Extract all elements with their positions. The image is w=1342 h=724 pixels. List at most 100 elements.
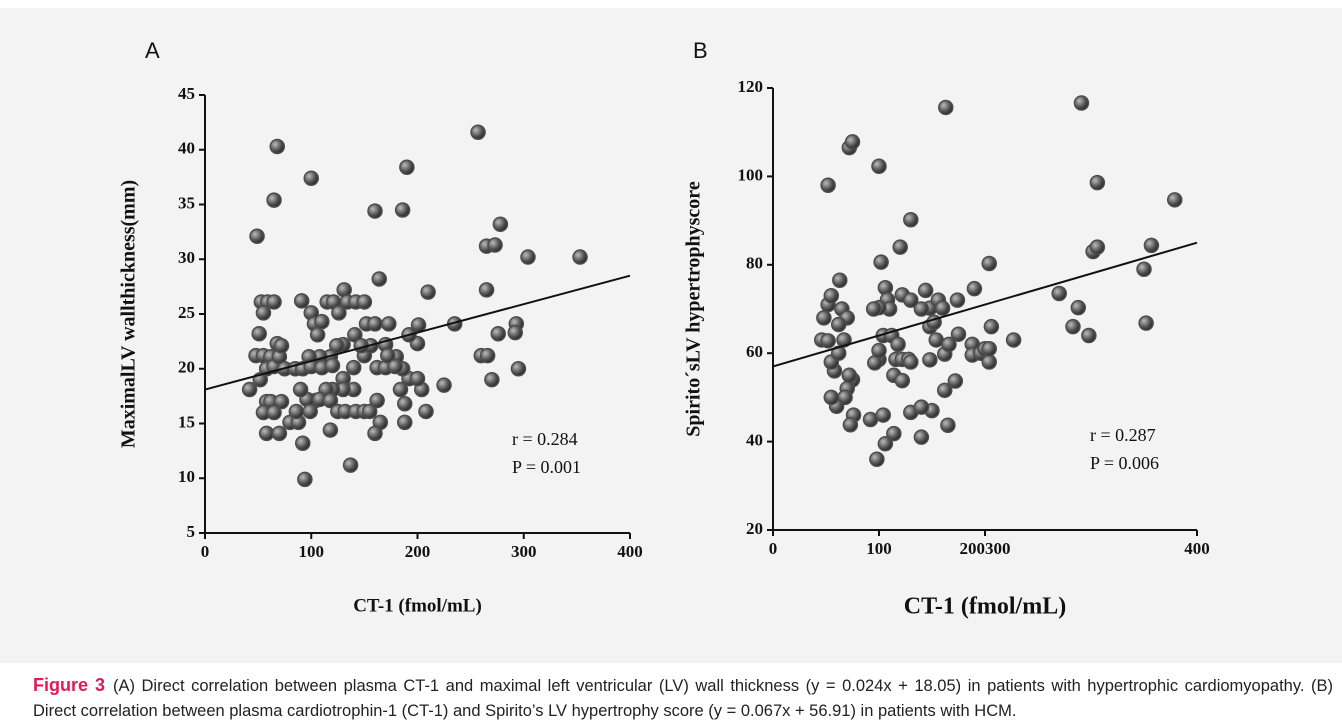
point	[271, 425, 288, 442]
y-tick-label: 35	[178, 193, 195, 212]
x-tick-label: 0	[201, 542, 210, 561]
point	[490, 325, 506, 342]
annotation: r = 0.284	[512, 429, 578, 449]
point	[871, 342, 887, 359]
point	[478, 282, 495, 298]
point	[507, 324, 523, 341]
point	[844, 134, 861, 150]
y-axis-label: Spirito´sLV hypertrophyscore	[683, 181, 705, 437]
y-tick-label: 10	[178, 467, 195, 486]
point	[1051, 285, 1067, 302]
point	[913, 399, 930, 415]
point	[346, 359, 362, 376]
point	[981, 354, 997, 370]
point	[381, 316, 397, 332]
x-tick-label: 0	[769, 539, 778, 558]
point	[241, 381, 258, 398]
point	[892, 239, 908, 255]
point	[917, 282, 934, 299]
point	[983, 318, 1000, 335]
point	[1136, 261, 1152, 277]
point	[322, 422, 339, 438]
point	[842, 417, 859, 433]
point	[1166, 192, 1183, 208]
point	[356, 294, 373, 310]
point	[875, 407, 891, 423]
point	[862, 411, 879, 428]
point	[1005, 332, 1022, 348]
caption-text: (A) Direct correlation between plasma CT…	[33, 677, 1333, 720]
y-tick-label: 80	[746, 254, 763, 273]
x-axis-label: CT-1 (fmol/mL)	[353, 595, 482, 616]
point	[949, 292, 966, 308]
y-tick-label: 25	[178, 303, 195, 322]
point	[877, 436, 894, 452]
x-tick-label: 400	[617, 542, 643, 561]
point	[894, 372, 911, 389]
point	[251, 325, 267, 342]
point	[367, 425, 383, 442]
point	[934, 300, 951, 316]
point	[928, 332, 944, 348]
point	[273, 338, 290, 354]
x-tick-label: 100	[299, 542, 325, 561]
point	[266, 294, 282, 310]
point	[470, 124, 486, 140]
point	[367, 203, 383, 219]
point	[297, 471, 313, 488]
point	[816, 310, 832, 326]
page: {"chart_data": [ {"type": "scatter", "pa…	[0, 8, 1342, 720]
point	[947, 373, 964, 389]
point	[487, 237, 503, 253]
point	[266, 192, 282, 208]
point	[1138, 315, 1154, 331]
point	[936, 382, 953, 399]
x-tick-label: 200	[405, 542, 431, 561]
panel-label: A	[145, 38, 160, 63]
point	[886, 425, 902, 442]
caption: Figure 3 (A) Direct correlation between p…	[33, 673, 1333, 724]
point	[331, 305, 347, 321]
point	[1081, 327, 1097, 344]
point	[1143, 237, 1160, 254]
annotation: P = 0.006	[1090, 453, 1159, 473]
caption-label: Figure 3	[33, 675, 105, 695]
point	[409, 370, 426, 387]
y-tick-label: 5	[187, 522, 196, 541]
point	[871, 158, 887, 174]
point	[1073, 95, 1090, 111]
panel-label: B	[693, 38, 708, 63]
point	[418, 403, 434, 420]
point	[436, 377, 452, 393]
y-tick-label: 40	[746, 431, 763, 450]
point	[1065, 318, 1081, 335]
point	[903, 354, 919, 370]
point	[484, 371, 500, 388]
point	[823, 389, 840, 406]
point	[890, 336, 906, 353]
point	[479, 347, 496, 364]
point	[510, 361, 527, 377]
point	[903, 211, 919, 228]
y-tick-label: 30	[178, 248, 195, 267]
y-tick-label: 40	[178, 139, 195, 158]
y-tick-label: 100	[738, 165, 764, 184]
point	[830, 316, 847, 333]
point	[371, 271, 387, 287]
x-axis-label: CT-1 (fmol/mL)	[904, 594, 1066, 620]
x-tick-label: 100	[866, 539, 892, 558]
trend-line	[204, 274, 631, 391]
point	[873, 254, 889, 270]
point	[841, 367, 858, 384]
y-tick-label: 20	[746, 519, 763, 538]
point	[303, 170, 319, 186]
point	[302, 403, 318, 420]
x-tick-label: 400	[1184, 539, 1210, 558]
point	[903, 292, 919, 308]
point	[420, 284, 436, 300]
point	[397, 414, 413, 431]
point	[324, 357, 341, 374]
point	[1089, 174, 1106, 191]
point	[394, 202, 411, 218]
